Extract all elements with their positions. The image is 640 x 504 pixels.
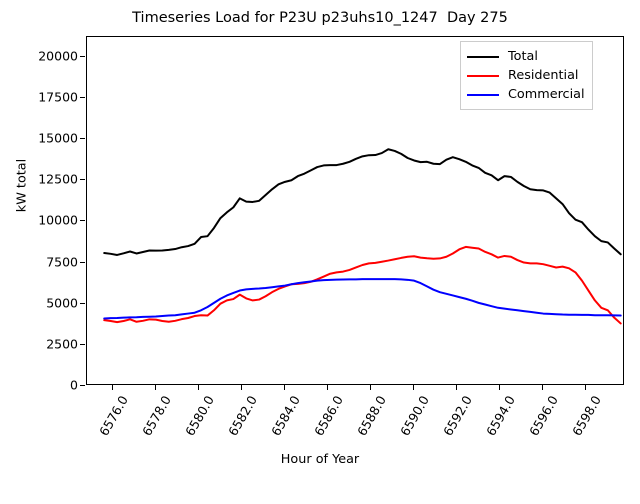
y-axis-tick-mark xyxy=(80,138,85,140)
legend-item-commercial: Commercial xyxy=(467,85,585,104)
y-axis-tick-mark xyxy=(80,302,85,304)
x-axis-tick-mark xyxy=(499,385,501,390)
x-axis-tick-mark xyxy=(283,385,285,390)
legend-item-residential: Residential xyxy=(467,66,585,85)
x-axis-tick-mark xyxy=(197,385,199,390)
y-axis-tick-mark xyxy=(80,385,85,386)
y-axis-tick-label: 0 xyxy=(70,377,78,393)
x-axis-tick-mark xyxy=(413,385,415,390)
x-axis-tick-mark xyxy=(456,385,458,390)
y-axis-tick-label: 7500 xyxy=(46,254,78,270)
x-axis-label: Hour of Year xyxy=(280,452,360,467)
y-axis-tick-labels: 0 2500 5000 7500 10000 12500 15000 17500 20000 xyxy=(0,0,78,480)
x-axis-tick-mark xyxy=(585,385,587,390)
x-axis-tick-mark xyxy=(111,385,113,390)
series-line-commercial xyxy=(103,278,622,320)
y-axis-tick-mark xyxy=(80,55,85,57)
legend-label: Residential xyxy=(508,68,579,83)
y-axis-label: kW total xyxy=(14,158,30,213)
y-axis-tick-mark xyxy=(80,343,85,345)
y-axis-tick-label: 12500 xyxy=(38,171,78,187)
y-axis-tick-mark xyxy=(80,220,85,222)
y-axis-tick-label: 17500 xyxy=(38,89,78,105)
y-axis-tick-label: 20000 xyxy=(38,48,78,64)
y-axis-tick-mark xyxy=(80,261,85,263)
y-axis-tick-mark xyxy=(80,179,85,181)
x-axis-tick-mark xyxy=(240,385,242,390)
series-line-total xyxy=(103,148,622,256)
y-axis-tick-label: 10000 xyxy=(38,212,78,228)
x-axis-tick-mark xyxy=(370,385,372,390)
series-line-residential xyxy=(103,245,622,325)
plot-area xyxy=(86,36,624,385)
legend-label: Total xyxy=(508,49,538,64)
chart-legend: Total Residential Commercial xyxy=(460,41,593,110)
y-axis-tick-mark xyxy=(80,96,85,98)
legend-color-swatch xyxy=(467,74,499,77)
y-axis-tick-label: 5000 xyxy=(46,295,78,311)
legend-label: Commercial xyxy=(508,87,585,102)
legend-item-total: Total xyxy=(467,47,585,66)
plot-lines xyxy=(103,148,622,325)
legend-color-swatch xyxy=(467,55,499,58)
x-axis-tick-mark xyxy=(154,385,156,390)
legend-color-swatch xyxy=(467,93,499,96)
y-axis-tick-label: 15000 xyxy=(38,130,78,146)
chart-title: Timeseries Load for P23U p23uhs10_1247 D… xyxy=(132,10,508,26)
x-axis-tick-mark xyxy=(542,385,544,390)
chart-figure: Timeseries Load for P23U p23uhs10_1247 D… xyxy=(0,0,624,480)
x-axis-tick-mark xyxy=(327,385,329,390)
y-axis-tick-label: 2500 xyxy=(46,336,78,352)
